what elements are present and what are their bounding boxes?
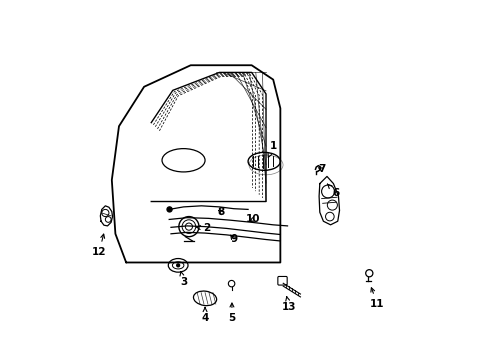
Text: 2: 2 (196, 224, 210, 233)
Text: 13: 13 (282, 297, 296, 312)
Text: 12: 12 (92, 234, 106, 257)
Text: 8: 8 (217, 207, 224, 217)
Circle shape (176, 264, 179, 267)
Text: 4: 4 (201, 307, 208, 323)
Text: 5: 5 (228, 303, 235, 323)
Circle shape (167, 207, 172, 212)
Text: 9: 9 (230, 234, 237, 244)
Text: 11: 11 (369, 288, 384, 309)
Text: 6: 6 (327, 184, 339, 198)
Text: 7: 7 (317, 164, 325, 174)
Text: 3: 3 (180, 271, 187, 287)
Text: 1: 1 (267, 141, 276, 157)
Text: 10: 10 (246, 215, 260, 224)
